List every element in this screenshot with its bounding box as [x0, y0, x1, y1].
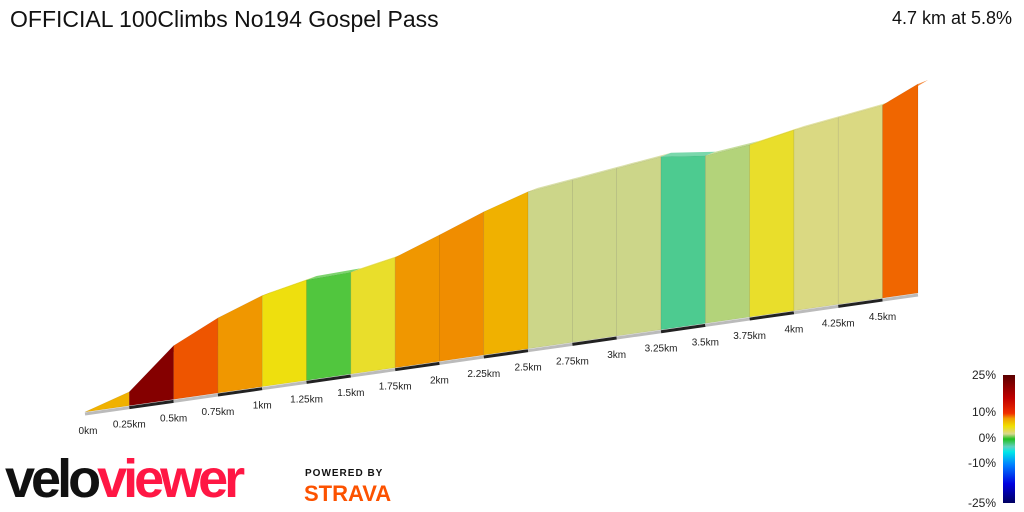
- profile-top-surface: [882, 80, 928, 106]
- legend-label: 10%: [971, 405, 996, 419]
- legend-label: 25%: [971, 368, 996, 382]
- tick-label: 2.75km: [556, 356, 589, 367]
- tick-label: 3.75km: [733, 331, 766, 342]
- profile-top-surface: [528, 176, 583, 192]
- gradient-color-scale: [1003, 375, 1015, 503]
- tick-label: 2.25km: [467, 369, 500, 380]
- tick-label: 0.75km: [202, 407, 235, 418]
- tick-label: 2.5km: [514, 363, 541, 374]
- tick-label: 0.25km: [113, 420, 146, 431]
- tick-label: 1.25km: [290, 394, 323, 405]
- tick-label: 0km: [79, 426, 98, 437]
- tick-label: 1km: [253, 401, 272, 412]
- tick-label: 4.5km: [869, 312, 896, 323]
- axis-segment: [660, 323, 706, 334]
- tick-label: 0.5km: [160, 413, 187, 424]
- page-title: OFFICIAL 100Climbs No194 Gospel Pass: [10, 6, 439, 32]
- profile-segment: [527, 179, 573, 350]
- profile-top-surface: [616, 152, 672, 169]
- profile-segment: [660, 155, 706, 331]
- tick-label: 1.5km: [337, 388, 364, 399]
- profile-top-surface: [350, 253, 406, 273]
- axis-segment: [483, 349, 529, 359]
- axis-segment: [749, 311, 795, 321]
- profile-top-surface: [129, 341, 184, 392]
- axis-segment: [84, 406, 130, 416]
- profile-segment: [705, 144, 750, 324]
- tick-label: 1.75km: [379, 382, 412, 393]
- tick-label: 3.5km: [692, 337, 719, 348]
- tick-label: 4.25km: [822, 318, 855, 329]
- axis-segment: [793, 304, 839, 315]
- profile-top-surface: [749, 126, 804, 145]
- profile-top-surface: [395, 231, 450, 258]
- profile-segment: [217, 295, 263, 394]
- profile-top-surface: [705, 140, 760, 156]
- powered-by-text: POWERED BY: [305, 468, 384, 479]
- profile-segment: [306, 271, 352, 381]
- profile-segment: [572, 167, 618, 343]
- gradient-legend: 25% 10% 0% -10% -25%: [950, 366, 1024, 512]
- profile-segment: [749, 129, 795, 318]
- profile-top-surface: [439, 207, 494, 236]
- profile-segment: [837, 104, 883, 305]
- axis-segment: [306, 374, 352, 384]
- tick-label: 4km: [784, 325, 803, 336]
- profile-top-surface: [661, 151, 716, 157]
- profile-segments: [84, 80, 928, 413]
- tick-label: 2km: [430, 375, 449, 386]
- profile-top-surface: [173, 313, 228, 346]
- profile-segment: [350, 257, 396, 375]
- axis-segment: [217, 387, 263, 397]
- profile-top-surface: [306, 268, 361, 281]
- legend-label: 0%: [978, 431, 996, 445]
- veloviewer-logo: veloviewer: [5, 449, 245, 509]
- axis-segment: [705, 317, 750, 327]
- legend-label: -25%: [967, 496, 996, 510]
- profile-top-surface: [572, 164, 627, 181]
- profile-top-surface: [217, 291, 273, 318]
- axis-segment: [439, 355, 484, 365]
- profile-top-surface: [262, 276, 317, 296]
- profile-segment: [439, 211, 485, 362]
- axis-segment: [173, 393, 219, 403]
- tick-label: 3km: [607, 350, 626, 361]
- profile-top-surface: [838, 101, 893, 118]
- profile-segment: [882, 83, 919, 299]
- distance-tick-labels: 0km 0.25km 0.5km 0.75km 1km 1.25km 1.5km 1.75km…: [79, 312, 897, 437]
- axis-segment: [572, 336, 617, 346]
- profile-segment: [173, 317, 219, 400]
- profile-segment: [616, 156, 662, 337]
- distance-axis: [84, 293, 919, 416]
- profile-segment: [394, 234, 440, 369]
- profile-top-surface: [793, 113, 849, 131]
- axis-segment: [527, 342, 573, 353]
- profile-segment: [483, 191, 529, 356]
- axis-segment: [350, 368, 396, 378]
- axis-segment: [262, 380, 307, 391]
- axis-segment: [838, 298, 883, 308]
- axis-segment: [616, 330, 662, 340]
- axis-segment: [129, 399, 174, 410]
- legend-label: -10%: [967, 456, 996, 470]
- axis-segment: [882, 293, 919, 302]
- climb-summary: 4.7 km at 5.8%: [891, 8, 1012, 28]
- strava-logo: STRAVA: [304, 481, 392, 506]
- profile-segment: [261, 279, 307, 388]
- axis-segment: [394, 361, 440, 372]
- tick-label: 3.25km: [645, 344, 678, 355]
- profile-top-surface: [85, 387, 140, 412]
- profile-top-surface: [483, 187, 539, 212]
- profile-segment: [793, 117, 839, 312]
